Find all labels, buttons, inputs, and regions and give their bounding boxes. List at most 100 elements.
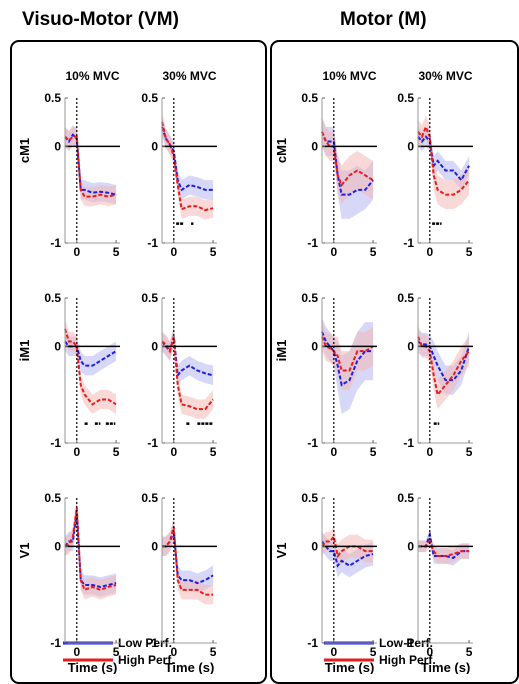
- x-tick-label: 5: [113, 445, 120, 459]
- y-tick-label: 0: [151, 339, 158, 353]
- y-tick-label: 0: [407, 539, 414, 553]
- x-tick-label: 5: [210, 245, 217, 259]
- legend-label: High Perf.: [118, 653, 175, 667]
- x-tick-label: 0: [73, 645, 80, 659]
- error-band: [65, 319, 117, 414]
- condition-label: 10% MVC: [65, 69, 119, 83]
- error-band: [162, 517, 214, 605]
- x-tick-label: 5: [370, 245, 377, 259]
- error-band: [162, 112, 214, 220]
- panel-title-vm: Visuo-Motor (VM): [22, 9, 179, 30]
- x-axis-label: Time (s): [421, 660, 471, 674]
- condition-label: 30% MVC: [418, 69, 472, 83]
- error-band: [418, 535, 470, 564]
- subplot: [64, 97, 120, 244]
- error-band: [162, 117, 214, 200]
- x-tick-label: 5: [370, 445, 377, 459]
- error-band: [322, 117, 374, 205]
- region-label: cM1: [17, 138, 32, 163]
- y-tick-label: 0: [311, 139, 318, 153]
- x-tick-label: 5: [466, 645, 473, 659]
- y-tick-label: 0.5: [397, 91, 414, 105]
- legend-label: Low Perf.: [379, 636, 433, 650]
- y-tick-label: 0.5: [141, 91, 158, 105]
- x-axis-label: Time (s): [165, 660, 215, 674]
- subplot: [161, 97, 217, 244]
- x-tick-label: 0: [170, 645, 177, 659]
- subplot: [64, 297, 120, 444]
- subplot: [321, 297, 377, 444]
- y-tick-label: -1: [307, 636, 318, 650]
- y-tick-label: 0.5: [44, 491, 61, 505]
- x-tick-label: 0: [330, 645, 337, 659]
- x-tick-label: 0: [330, 245, 337, 259]
- error-band: [322, 322, 374, 390]
- y-tick-label: -1: [403, 636, 414, 650]
- series-line: [321, 131, 374, 187]
- x-tick-label: 5: [466, 245, 473, 259]
- series-line: [321, 540, 374, 568]
- x-axis-label: Time (s): [68, 660, 118, 674]
- series-line: [64, 133, 117, 196]
- subplot: [417, 297, 473, 444]
- error-band: [162, 327, 214, 419]
- y-tick-label: -1: [403, 436, 414, 450]
- y-tick-label: -1: [50, 236, 61, 250]
- region-label: iM1: [17, 340, 32, 362]
- series-line: [418, 539, 470, 557]
- error-band: [418, 115, 470, 210]
- y-tick-label: 0.5: [141, 291, 158, 305]
- x-tick-label: 0: [426, 245, 433, 259]
- y-tick-label: 0: [151, 539, 158, 553]
- error-band: [65, 127, 117, 207]
- y-tick-label: 0.5: [301, 491, 318, 505]
- y-tick-label: -1: [147, 436, 158, 450]
- subplot: [64, 497, 120, 644]
- series-line: [417, 124, 470, 196]
- subplot: [321, 97, 377, 244]
- series-line: [321, 131, 374, 196]
- y-tick-label: 0: [54, 339, 61, 353]
- y-tick-label: -1: [307, 436, 318, 450]
- panel-title-m: Motor (M): [340, 9, 427, 30]
- x-tick-label: 5: [210, 645, 217, 659]
- subplot: [161, 497, 217, 644]
- y-tick-label: 0: [151, 139, 158, 153]
- y-tick-label: 0: [311, 339, 318, 353]
- y-tick-label: 0.5: [44, 91, 61, 105]
- legend-label: Low Perf.: [118, 636, 172, 650]
- y-tick-label: 0.5: [301, 91, 318, 105]
- x-tick-label: 0: [426, 445, 433, 459]
- subplot: [417, 497, 473, 644]
- y-tick-label: 0: [311, 539, 318, 553]
- x-tick-label: 5: [370, 645, 377, 659]
- legend-label: High Perf.: [379, 653, 436, 667]
- y-tick-label: -1: [147, 236, 158, 250]
- series-line: [417, 340, 471, 382]
- y-tick-label: 0: [407, 339, 414, 353]
- series-line: [321, 331, 374, 387]
- region-label: V1: [17, 543, 32, 559]
- y-tick-label: 0.5: [141, 491, 158, 505]
- condition-label: 30% MVC: [162, 69, 216, 83]
- x-tick-label: 5: [466, 445, 473, 459]
- y-tick-label: 0: [407, 139, 414, 153]
- subplot: [161, 297, 217, 444]
- y-tick-label: 0.5: [397, 291, 414, 305]
- y-tick-label: -1: [50, 436, 61, 450]
- subplot: [321, 497, 377, 644]
- x-tick-label: 0: [170, 245, 177, 259]
- series-line: [162, 526, 214, 596]
- region-label: V1: [274, 543, 289, 559]
- series-line: [64, 507, 117, 592]
- y-tick-label: 0: [54, 539, 61, 553]
- region-label: iM1: [274, 340, 289, 362]
- subplot: [417, 97, 473, 244]
- x-tick-label: 0: [170, 445, 177, 459]
- y-tick-label: 0.5: [301, 291, 318, 305]
- y-tick-label: -1: [147, 636, 158, 650]
- x-tick-label: 5: [210, 445, 217, 459]
- series-line: [417, 135, 470, 182]
- region-label: cM1: [274, 138, 289, 163]
